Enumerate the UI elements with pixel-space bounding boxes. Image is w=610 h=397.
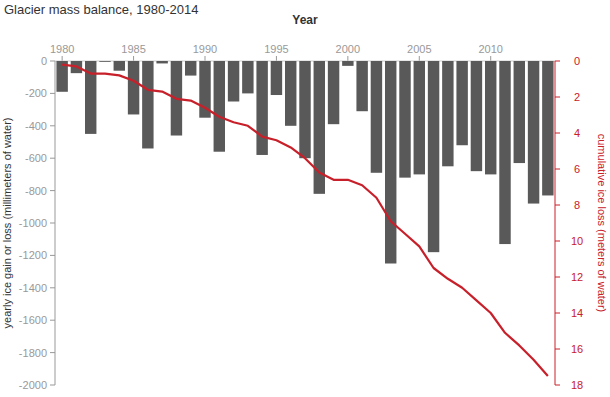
bar [371,61,382,173]
plot-marks [56,61,553,376]
y2-tick [555,349,560,350]
y2-tick-label: 2 [574,91,580,103]
bar [499,61,510,244]
x-tick-label: 1980 [50,43,74,55]
y-label: yearly ice gain or loss (millimeters of … [1,118,13,329]
bar [242,61,253,93]
bar [285,61,296,126]
x-tick-label: 1985 [121,43,145,55]
y2-tick [555,61,560,62]
x-tick [490,56,491,61]
y2-tick-label: 18 [571,379,583,391]
y-tick [50,125,55,126]
bar [442,61,453,166]
y2-tick [555,205,560,206]
bar [299,61,310,158]
y2-tick [555,313,560,314]
y2-tick-label: 14 [571,307,583,319]
x-tick [133,56,134,61]
y2-tick-label: 16 [571,343,583,355]
bar [542,61,553,195]
y2-tick-label: 10 [571,235,583,247]
x-tick-label: 2010 [478,43,502,55]
x-tick-label: 2000 [336,43,360,55]
y-tick-label: 0 [41,55,47,67]
bar [328,61,339,124]
y2-tick [555,97,560,98]
x-tick [276,56,277,61]
bar [142,61,153,148]
bar [156,61,167,63]
bar [485,61,496,174]
y2-tick [555,133,560,134]
y2-tick [555,241,560,242]
bar [128,61,139,114]
y2-tick-label: 0 [574,55,580,67]
y-tick-label: -200 [25,87,47,99]
bar [271,61,282,95]
y2-tick-label: 6 [574,163,580,175]
bar [99,61,110,62]
y-tick [50,255,55,256]
y-tick [50,352,55,353]
y-tick [50,93,55,94]
x-tick [62,56,63,61]
y-tick-label: -1600 [19,314,47,326]
y2-tick-label: 12 [571,271,583,283]
bar [456,61,467,145]
line [62,65,548,376]
y2-tick-label: 8 [574,199,580,211]
y2-tick-label: 4 [574,127,580,139]
bar [385,61,396,264]
y-tick-label: -400 [25,120,47,132]
x-tick [419,56,420,61]
bar [356,61,367,111]
bar [414,61,425,174]
x-label: Year [292,13,318,27]
page: {"chart_data": { "type": "bar", "title":… [0,0,610,397]
y2-tick [555,277,560,278]
bar [399,61,410,178]
bar [428,61,439,252]
y2-axis [555,61,556,385]
y-tick [50,223,55,224]
x-tick-label: 1995 [264,43,288,55]
y-tick-label: -1200 [19,249,47,261]
bar [514,61,525,163]
y-tick-label: -1400 [19,282,47,294]
y-tick [50,158,55,159]
bar [256,61,267,155]
bar [185,61,196,76]
y-tick-label: -600 [25,152,47,164]
title: Glacier mass balance, 1980-2014 [4,2,198,17]
y-tick-label: -2000 [19,379,47,391]
y-tick [50,385,55,386]
y2-tick [555,169,560,170]
bar [214,61,225,152]
x-tick [347,56,348,61]
chart: Glacier mass balance, 1980-2014 Year 1980 1… [0,0,610,397]
x-tick-label: 2005 [407,43,431,55]
y-tick [50,190,55,191]
y-tick-label: -1000 [19,217,47,229]
x-tick [205,56,206,61]
bar [228,61,239,102]
x-tick-label: 1990 [193,43,217,55]
y-tick [50,320,55,321]
y-tick [50,287,55,288]
y2-tick [555,385,560,386]
bar [528,61,539,204]
y-tick-label: -1800 [19,347,47,359]
bar [342,61,353,66]
y-tick-label: -800 [25,185,47,197]
bar [471,61,482,171]
bar [114,61,125,71]
y2-label: cumulative ice loss (meters of water) [596,134,608,313]
y-tick [50,61,55,62]
